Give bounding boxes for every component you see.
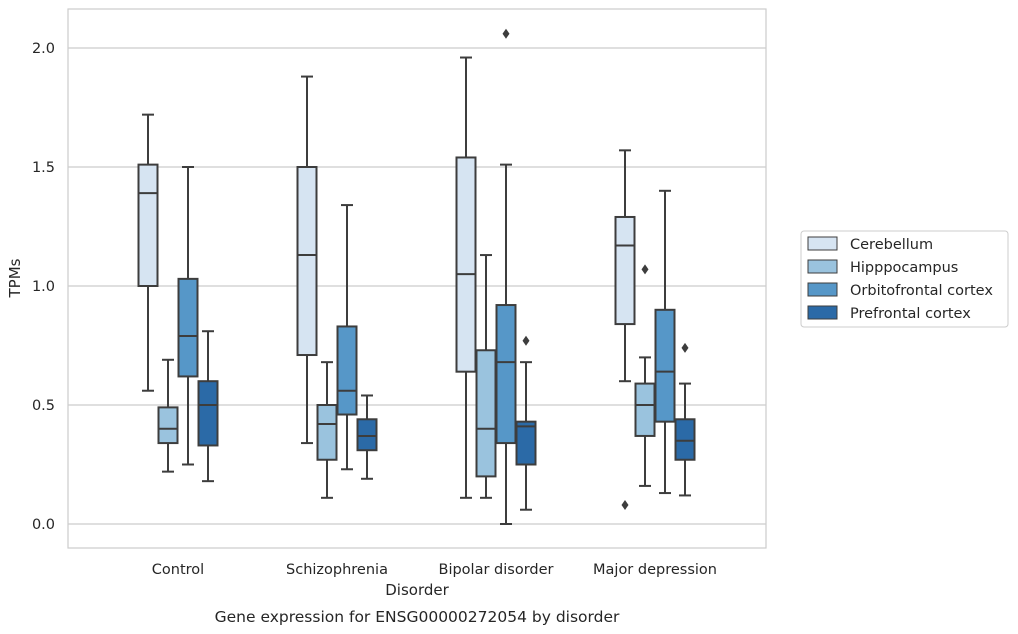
box-iqr (515, 420, 537, 466)
series-orbitofrontal-cortex (177, 28, 676, 525)
x-tick-label: Bipolar disorder (439, 562, 554, 578)
series-prefrontal-cortex (197, 330, 696, 511)
legend-label: Prefrontal cortex (850, 306, 971, 322)
box (654, 189, 676, 495)
box (634, 264, 656, 487)
box (177, 166, 199, 466)
box-iqr (316, 404, 338, 461)
x-tick-label: Schizophrenia (286, 562, 388, 578)
box-iqr (475, 349, 497, 478)
outlier-point (641, 264, 649, 275)
box-iqr (654, 308, 676, 423)
outlier-point (522, 335, 530, 346)
legend-label: Hipppocampus (850, 260, 958, 276)
outlier-point (621, 499, 629, 510)
box-iqr (614, 215, 636, 326)
box-iqr (157, 406, 179, 445)
box (137, 113, 159, 392)
box (336, 204, 358, 471)
box (674, 342, 696, 497)
box (515, 335, 537, 511)
series-cerebellum (137, 56, 636, 510)
legend-label: Orbitofrontal cortex (850, 283, 993, 299)
y-tick-labels: 0.0 0.5 1.0 1.5 2.0 (32, 41, 55, 533)
box-series (137, 28, 696, 525)
box (197, 330, 219, 483)
box-iqr (336, 325, 358, 416)
x-tick-label: Major depression (593, 562, 717, 578)
series-hipppocampus (157, 254, 656, 499)
legend-swatch (807, 259, 838, 274)
box-iqr (495, 304, 517, 445)
x-axis-label: Disorder (385, 581, 449, 599)
box (296, 75, 318, 445)
legend: Cerebellum Hipppocampus Orbitofrontal cort… (800, 230, 1009, 328)
grid-lines (68, 47, 766, 525)
box-iqr (455, 156, 477, 373)
plot-frame (67, 8, 767, 549)
y-tick-label: 1.5 (32, 160, 55, 176)
legend-swatch (807, 305, 838, 320)
legend-swatch (807, 236, 838, 251)
y-tick-label: 1.0 (32, 279, 55, 295)
legend-swatch (807, 282, 838, 297)
box (356, 394, 378, 480)
y-tick-label: 0.0 (32, 517, 55, 533)
x-tick-label: Control (152, 562, 204, 578)
box-iqr (137, 163, 159, 287)
box-iqr (197, 380, 219, 447)
box-iqr (356, 418, 378, 452)
box-iqr (634, 382, 656, 437)
box (475, 254, 497, 499)
y-axis-label: TPMs (6, 258, 24, 298)
outlier-point (502, 28, 510, 39)
box-iqr (177, 277, 199, 378)
chart-title: Gene expression for ENSG00000272054 by d… (215, 608, 620, 626)
box-iqr (296, 166, 318, 357)
box (157, 358, 179, 473)
box-iqr (674, 418, 696, 461)
outlier-point (681, 342, 689, 353)
legend-frame (800, 230, 1009, 328)
box (614, 149, 636, 510)
legend-label: Cerebellum (850, 237, 933, 253)
box (316, 361, 338, 499)
y-tick-label: 0.5 (32, 398, 55, 414)
y-tick-label: 2.0 (32, 41, 55, 57)
x-tick-labels: Control Schizophrenia Bipolar disorder Majo… (152, 562, 717, 578)
box (495, 28, 517, 525)
box (455, 56, 477, 499)
